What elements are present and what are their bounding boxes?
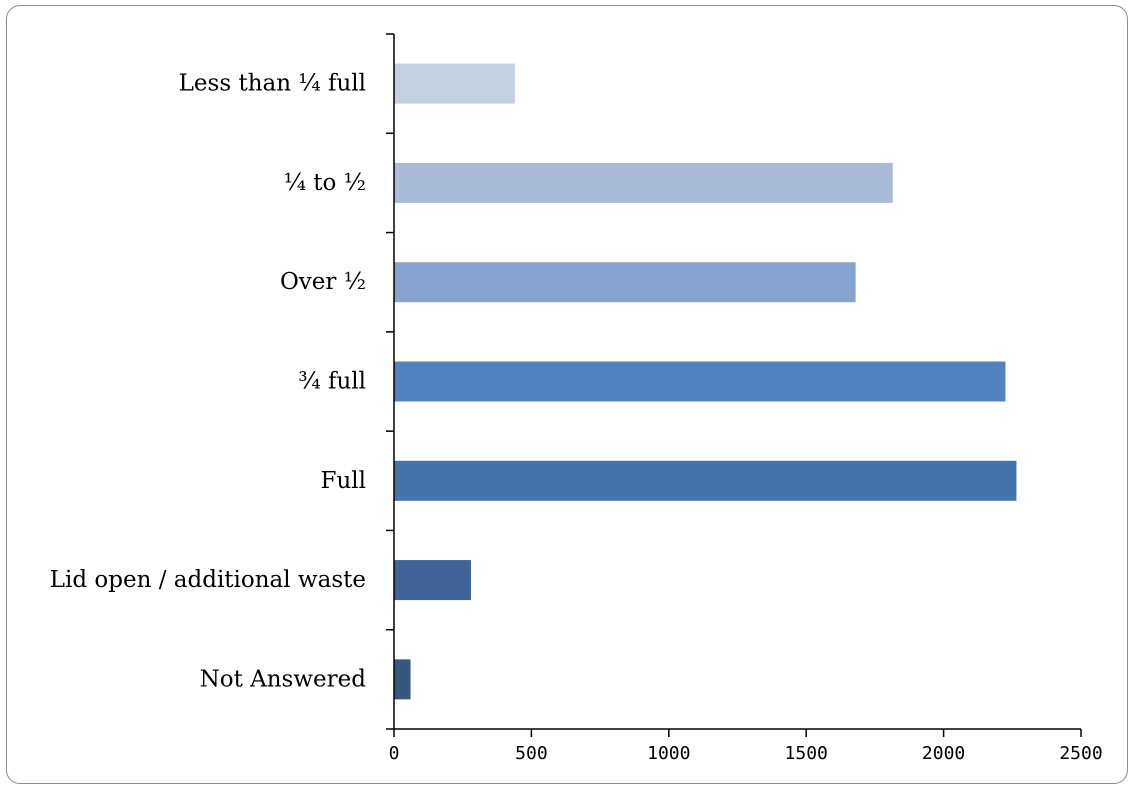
category-label: Not Answered (200, 666, 367, 692)
axis-layer (386, 33, 1082, 737)
category-label: Lid open / additional waste (50, 567, 366, 593)
category-label: Less than ¼ full (179, 71, 366, 97)
labels-layer: Less than ¼ full ¼ to ½ Over ½ ¾ full Full Li… (50, 71, 1103, 764)
bar-3 (394, 361, 1006, 402)
x-tick-label: 0 (389, 743, 400, 764)
category-label: ¾ full (298, 369, 366, 395)
x-tick-label: 2500 (1059, 743, 1102, 764)
bar-2 (394, 262, 856, 303)
x-tick-label: 1500 (785, 743, 828, 764)
bar-1 (394, 162, 893, 203)
bar-5 (394, 560, 471, 601)
x-tick-label: 2000 (922, 743, 965, 764)
category-label: Full (321, 468, 366, 494)
x-tick-label: 500 (515, 743, 548, 764)
category-label: ¼ to ½ (284, 170, 366, 196)
bar-6 (394, 659, 411, 700)
bars-layer (394, 63, 1017, 700)
bar-0 (394, 63, 515, 104)
x-tick-label: 1000 (647, 743, 690, 764)
category-label: Over ½ (280, 269, 366, 295)
bar-4 (394, 460, 1017, 501)
